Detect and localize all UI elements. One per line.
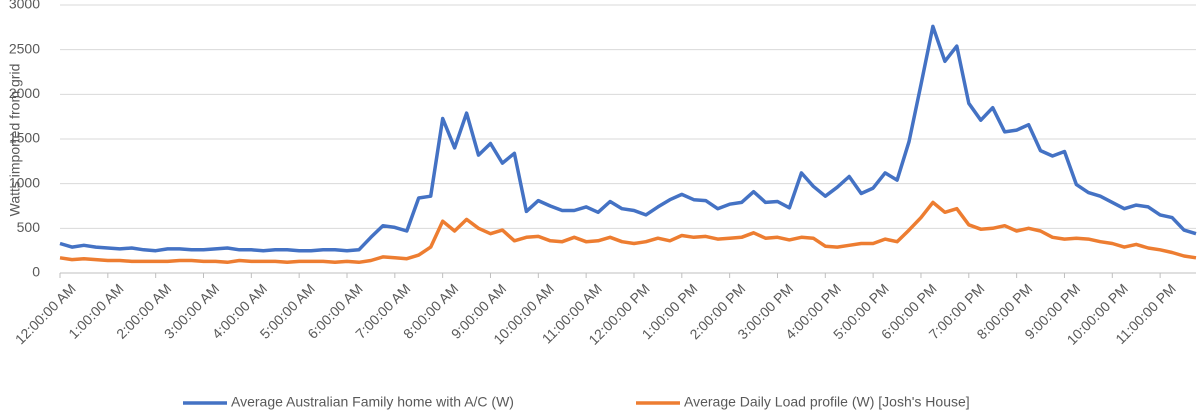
- y-tick-label: 500: [17, 219, 41, 235]
- legend-label: Average Daily Load profile (W) [Josh's H…: [684, 394, 970, 410]
- series-line: [59, 24, 1197, 253]
- y-tick-label: 2000: [9, 85, 40, 101]
- y-tick-label: 2500: [9, 40, 40, 56]
- y-axis-title: Watts imported from grid: [7, 64, 23, 217]
- y-tick-label: 1000: [9, 174, 40, 190]
- y-tick-label: 1500: [9, 130, 40, 146]
- series-line: [59, 200, 1197, 265]
- legend-label: Average Australian Family home with A/C …: [231, 394, 514, 410]
- x-tick-label: 12:00:00 AM: [12, 280, 79, 347]
- y-tick-label: 3000: [9, 0, 40, 12]
- y-tick-label: 0: [32, 264, 40, 280]
